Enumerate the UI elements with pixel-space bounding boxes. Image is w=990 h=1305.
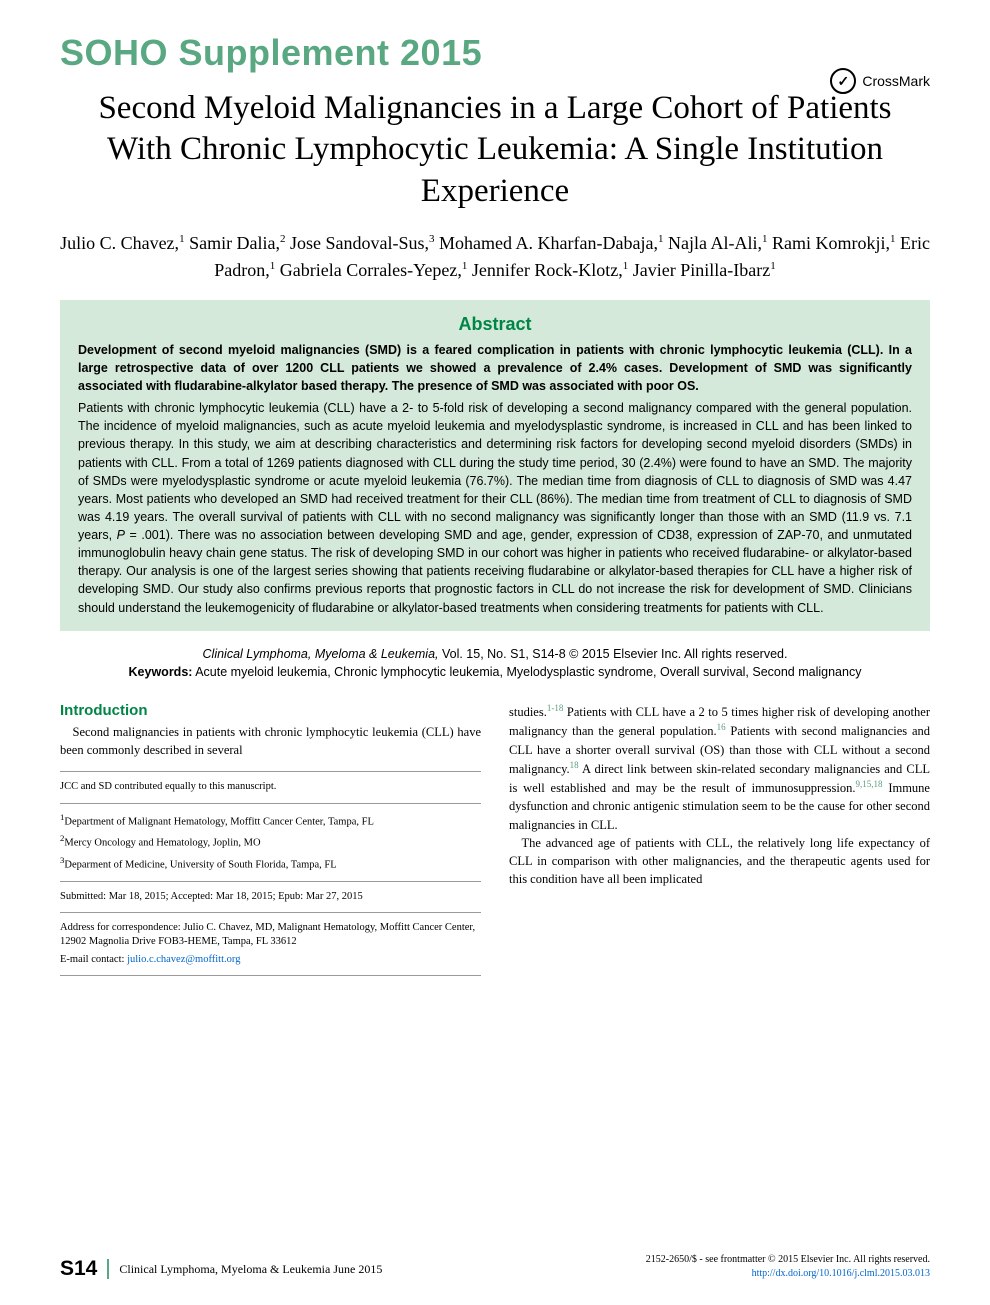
left-column: Introduction Second malignancies in pati…: [60, 702, 481, 982]
abstract-heading: Abstract: [78, 314, 912, 335]
contribution-note: JCC and SD contributed equally to this m…: [60, 778, 481, 796]
footnote-rule: [60, 912, 481, 913]
footnote-rule: [60, 771, 481, 772]
crossmark-badge[interactable]: ✓ CrossMark: [830, 68, 930, 94]
footnote-rule: [60, 881, 481, 882]
footer-right: 2152-2650/$ - see frontmatter © 2015 Els…: [646, 1253, 930, 1281]
ref-18[interactable]: 18: [570, 760, 579, 770]
copyright-line: 2152-2650/$ - see frontmatter © 2015 Els…: [646, 1253, 930, 1267]
crossmark-label: CrossMark: [862, 73, 930, 89]
citation-block: Clinical Lymphoma, Myeloma & Leukemia, V…: [60, 645, 930, 683]
correspondence-email[interactable]: julio.c.chavez@moffitt.org: [127, 954, 240, 965]
doi-link[interactable]: http://dx.doi.org/10.1016/j.clml.2015.03…: [752, 1268, 930, 1279]
page-number: S14: [60, 1257, 97, 1281]
author-list: Julio C. Chavez,1 Samir Dalia,2 Jose San…: [60, 230, 930, 284]
page-footer: S14 Clinical Lymphoma, Myeloma & Leukemi…: [60, 1253, 930, 1281]
journal-name: Clinical Lymphoma, Myeloma & Leukemia,: [203, 647, 439, 661]
submission-dates: Submitted: Mar 18, 2015; Accepted: Mar 1…: [60, 888, 481, 906]
page-divider-bar: [107, 1259, 109, 1279]
footnote-block: JCC and SD contributed equally to this m…: [60, 771, 481, 976]
intro-para-left: Second malignancies in patients with chr…: [60, 723, 481, 759]
right-column: studies.1-18 Patients with CLL have a 2 …: [509, 702, 930, 982]
supplement-header: SOHO Supplement 2015: [60, 32, 930, 74]
correspondence: Address for correspondence: Julio C. Cha…: [60, 919, 481, 951]
body-columns: Introduction Second malignancies in pati…: [60, 702, 930, 982]
abstract-box: Abstract Development of second myeloid m…: [60, 300, 930, 631]
volume-info: Vol. 15, No. S1, S14-8 © 2015 Elsevier I…: [439, 647, 788, 661]
footnote-rule: [60, 803, 481, 804]
introduction-heading: Introduction: [60, 702, 481, 719]
ref-9-15-18[interactable]: 9,15,18: [856, 779, 883, 789]
email-line: E-mail contact: julio.c.chavez@moffitt.o…: [60, 951, 481, 969]
page-number-block: S14 Clinical Lymphoma, Myeloma & Leukemi…: [60, 1257, 382, 1281]
affiliation-3: 3Deparment of Medicine, University of So…: [60, 853, 481, 875]
crossmark-icon: ✓: [830, 68, 856, 94]
intro-para-right-1: studies.1-18 Patients with CLL have a 2 …: [509, 702, 930, 834]
affiliation-2: 2Mercy Oncology and Hematology, Joplin, …: [60, 831, 481, 853]
keywords-label: Keywords:: [129, 665, 193, 679]
abstract-body: Patients with chronic lymphocytic leukem…: [78, 399, 912, 617]
footer-journal: Clinical Lymphoma, Myeloma & Leukemia Ju…: [119, 1262, 382, 1277]
intro-para-right-2: The advanced age of patients with CLL, t…: [509, 834, 930, 888]
ref-1-18[interactable]: 1-18: [547, 703, 564, 713]
footnote-rule: [60, 975, 481, 976]
abstract-summary: Development of second myeloid malignanci…: [78, 341, 912, 395]
article-title: Second Myeloid Malignancies in a Large C…: [80, 88, 910, 212]
ref-16[interactable]: 16: [717, 722, 726, 732]
keywords: Acute myeloid leukemia, Chronic lymphocy…: [192, 665, 861, 679]
affiliation-1: 1Department of Malignant Hematology, Mof…: [60, 810, 481, 832]
